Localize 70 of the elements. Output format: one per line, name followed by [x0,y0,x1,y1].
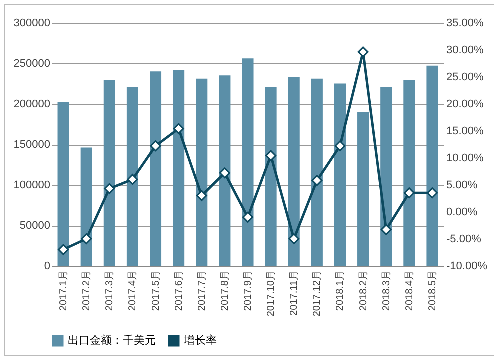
x-tick-label: 2017.2月 [82,270,93,312]
bar [380,86,392,266]
y2-tick-label: 30.00% [446,44,484,56]
x-tick-label: 2017.11月 [289,270,300,316]
x-tick-label: 2017.5月 [150,270,162,312]
y2-tick-label: -10.00% [446,260,488,272]
bar [311,78,323,266]
y2-tick-label: 20.00% [446,98,484,110]
y-tick-label: 300000 [14,18,50,30]
point [173,123,184,134]
point [219,168,230,179]
point [288,234,300,244]
x-tick-label: 2018.2月 [358,270,370,312]
bar [404,80,416,266]
x-tick-label: 2017.3月 [104,270,116,312]
point [426,188,438,199]
y2-tick-label: 5.00% [446,180,478,192]
y-tick-label: 100000 [14,180,50,192]
point [196,190,208,202]
x-tick-label: 2018.3月 [381,270,392,312]
point [150,140,162,152]
x-tick-label: 2018.4月 [404,270,416,312]
point [266,150,277,162]
bar [265,86,277,266]
bar [150,72,162,266]
point [104,183,116,194]
point [334,140,346,152]
x-tick-label: 2017.12月 [312,270,324,317]
point [404,188,415,199]
x-tick-label: 2017.10月 [266,270,278,317]
bar [173,70,185,266]
y-tick-label: 0 [44,260,50,272]
bar [219,76,231,266]
x-tick-label: 2017.9月 [243,270,254,312]
x-tick-label: 2017.1月 [58,270,70,312]
bar [80,148,92,266]
point [58,244,70,256]
x-tick-label: 2017.4月 [128,270,139,312]
bar [358,112,370,266]
bar [126,86,138,266]
y2-tick-label: 15.00% [446,126,484,138]
y-tick-label: 250000 [14,58,50,70]
y-tick-label: 200000 [14,98,50,110]
bar [58,102,70,266]
y2-tick-label: 10.00% [446,152,484,164]
legend-label: 增长率 [183,334,217,347]
y2-tick-label: 0.00% [446,206,478,218]
x-tick-label: 2018.5月 [427,270,438,312]
bar [334,84,346,266]
x-tick-label: 2017.7月 [196,270,208,312]
y2-tick-label: 35.00% [446,18,484,30]
bar [426,66,438,266]
y-tick-label: 50000 [20,220,50,232]
point [81,234,92,244]
y2-tick-label: 25.00% [446,72,484,84]
y-tick-label: 150000 [14,139,50,151]
point [358,46,369,58]
bar [242,58,254,266]
point [242,212,254,223]
point [312,175,323,186]
x-tick-label: 2017.6月 [174,270,185,312]
y2-tick-label: -5.00% [446,234,482,246]
point [380,224,392,236]
bar [104,80,116,266]
x-tick-label: 2017.8月 [220,270,231,312]
legend-label: 出口金额：千美元 [68,334,156,347]
x-tick-label: 2018.1月 [335,270,346,312]
bar [288,77,300,266]
bar [196,78,208,266]
point [127,174,138,186]
